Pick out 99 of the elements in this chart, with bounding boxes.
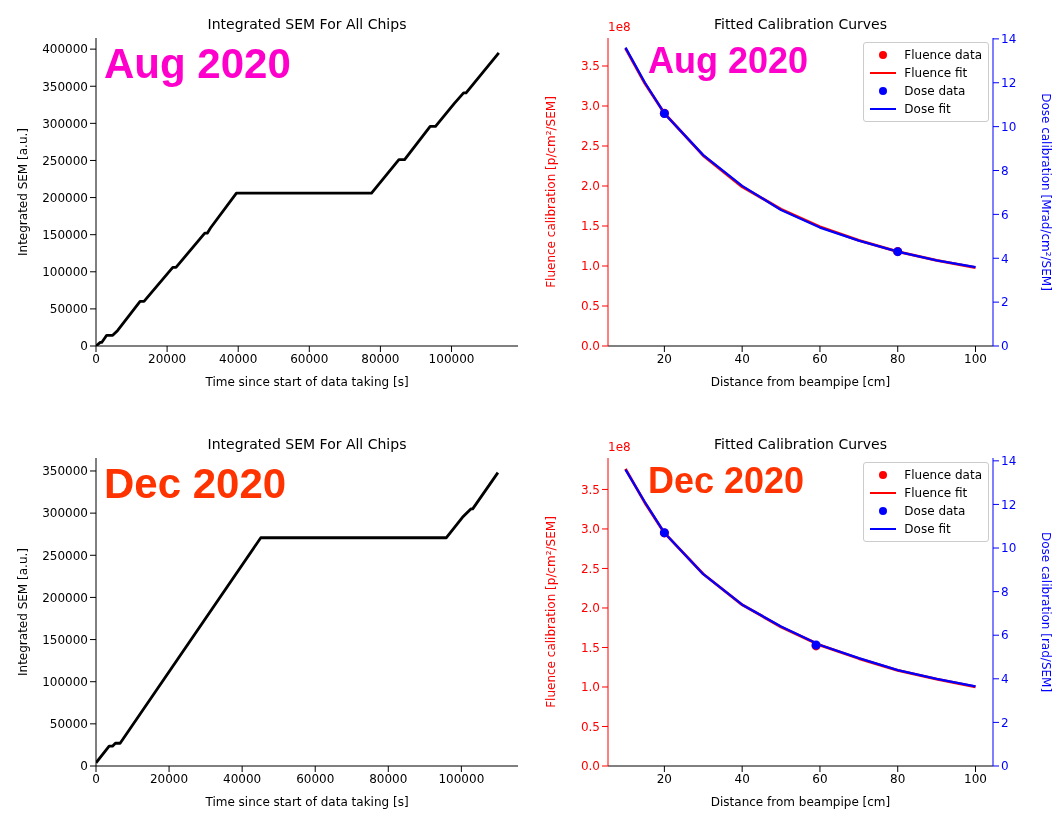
y-tick-label: 3.5 [580, 482, 600, 497]
y-tick-label: 50000 [49, 717, 88, 732]
y2-tick-label: 2 [1001, 295, 1009, 310]
x-tick-label: 40 [734, 771, 750, 786]
y2-tick-label: 14 [1001, 32, 1017, 47]
x-tick-label: 100000 [428, 351, 475, 366]
x-tick-label: 80 [890, 771, 906, 786]
chart-title: Integrated SEM For All Chips [206, 436, 408, 452]
y-tick-label: 2.5 [580, 139, 600, 154]
y-tick-label: 150000 [42, 227, 88, 242]
y-axis-title: Integrated SEM [a.u.] [16, 548, 31, 676]
y2-tick-label: 12 [1001, 76, 1017, 91]
y-tick-label: 0 [80, 759, 88, 774]
x-tick-label: 40000 [223, 771, 262, 786]
legend-label: Dose data [904, 504, 966, 518]
y-tick-label: 0.5 [580, 299, 600, 314]
legend-label: Fluence data [904, 48, 982, 62]
x-tick-label: 40 [734, 351, 750, 366]
y2-tick-label: 10 [1001, 119, 1017, 134]
y-tick-label: 150000 [42, 632, 88, 647]
y2-tick-label: 6 [1001, 207, 1009, 222]
x-tick-label: 40000 [219, 351, 258, 366]
y-tick-label: 2.5 [580, 561, 600, 576]
x-axis-title: Distance from beampipe [cm] [710, 795, 891, 809]
y-tick-label: 100000 [42, 674, 88, 689]
y-tick-label: 1.0 [580, 259, 600, 274]
y-tick-label: 2.0 [580, 601, 600, 616]
y-tick-label: 1.0 [580, 680, 600, 695]
x-tick-label: 80000 [361, 351, 400, 366]
y-tick-label: 0.5 [580, 719, 600, 734]
y-tick-label: 3.0 [580, 99, 600, 114]
y2-axis-title: Dose calibration [Mrad/cm²/SEM] [1038, 93, 1053, 291]
y-tick-label: 200000 [42, 190, 88, 205]
y2-tick-label: 14 [1001, 454, 1017, 469]
legend-label: Dose fit [904, 522, 951, 536]
y2-tick-label: 2 [1001, 715, 1009, 730]
text: 1e8 [608, 440, 631, 454]
x-axis-title: Time since start of data taking [s] [204, 795, 409, 809]
y2-tick-label: 6 [1001, 628, 1009, 643]
text: 1e8 [608, 20, 631, 34]
x-axis-title: Time since start of data taking [s] [204, 375, 409, 389]
y2-tick-label: 8 [1001, 163, 1009, 178]
y2-tick-label: 10 [1001, 541, 1017, 556]
x-tick-label: 100 [964, 771, 987, 786]
x-axis-title: Distance from beampipe [cm] [710, 375, 891, 389]
y-axis-title: Integrated SEM [a.u.] [16, 128, 31, 256]
y-tick-label: 50000 [49, 302, 88, 317]
y2-tick-label: 8 [1001, 584, 1009, 599]
chart-title: Fitted Calibration Curves [713, 16, 888, 32]
y2-tick-label: 4 [1001, 672, 1009, 687]
y-tick-label: 350000 [42, 464, 88, 479]
y-tick-label: 3.5 [580, 59, 600, 74]
y-tick-label: 350000 [42, 79, 88, 94]
x-tick-label: 0 [92, 771, 100, 786]
legend-label: Fluence fit [904, 486, 968, 500]
y2-tick-label: 4 [1001, 251, 1009, 266]
x-tick-label: 0 [92, 351, 100, 366]
y-tick-label: 2.0 [580, 179, 600, 194]
annotation: Dec 2020 [104, 460, 287, 508]
x-tick-label: 60000 [296, 771, 335, 786]
legend-label: Fluence fit [904, 66, 968, 80]
annotation: Aug 2020 [648, 40, 809, 82]
x-tick-label: 80000 [369, 771, 408, 786]
y-tick-label: 1.5 [580, 640, 600, 655]
x-tick-label: 20000 [149, 771, 189, 786]
y-tick-label: 0.0 [580, 759, 600, 774]
x-tick-label: 100000 [438, 771, 485, 786]
y-tick-label: 250000 [42, 153, 88, 168]
annotation: Aug 2020 [104, 40, 291, 88]
y2-axis-title: Dose calibration [rad/SEM] [1038, 531, 1053, 693]
y-axis-title: Fluence calibration [p/cm²/SEM] [544, 96, 559, 288]
x-tick-label: 20 [656, 351, 673, 366]
y2-tick-label: 12 [1001, 497, 1017, 512]
y-axis-title: Fluence calibration [p/cm²/SEM] [544, 516, 559, 708]
y-tick-label: 3.0 [580, 522, 600, 537]
y-tick-label: 0 [80, 339, 88, 354]
y-tick-label: 250000 [42, 548, 88, 563]
x-tick-label: 20 [656, 771, 673, 786]
x-tick-label: 60 [812, 771, 828, 786]
y-tick-label: 300000 [42, 116, 88, 131]
y2-tick-label: 0 [1001, 759, 1009, 774]
x-tick-label: 80 [890, 351, 906, 366]
y-tick-label: 400000 [42, 42, 88, 57]
y-tick-label: 1.5 [580, 219, 600, 234]
y-tick-label: 0.0 [580, 339, 600, 354]
annotation: Dec 2020 [648, 460, 805, 502]
y2-tick-label: 0 [1001, 339, 1009, 354]
x-tick-label: 20000 [148, 351, 187, 366]
legend-label: Fluence data [904, 468, 982, 482]
legend-label: Dose fit [904, 102, 951, 116]
y-tick-label: 200000 [42, 590, 88, 605]
chart-title: Integrated SEM For All Chips [206, 16, 408, 32]
x-tick-label: 100 [964, 351, 987, 366]
x-tick-label: 60000 [290, 351, 329, 366]
chart-title: Fitted Calibration Curves [713, 436, 888, 452]
y-tick-label: 300000 [42, 506, 88, 521]
legend-label: Dose data [904, 84, 966, 98]
y-tick-label: 100000 [42, 265, 88, 280]
x-tick-label: 60 [812, 351, 828, 366]
